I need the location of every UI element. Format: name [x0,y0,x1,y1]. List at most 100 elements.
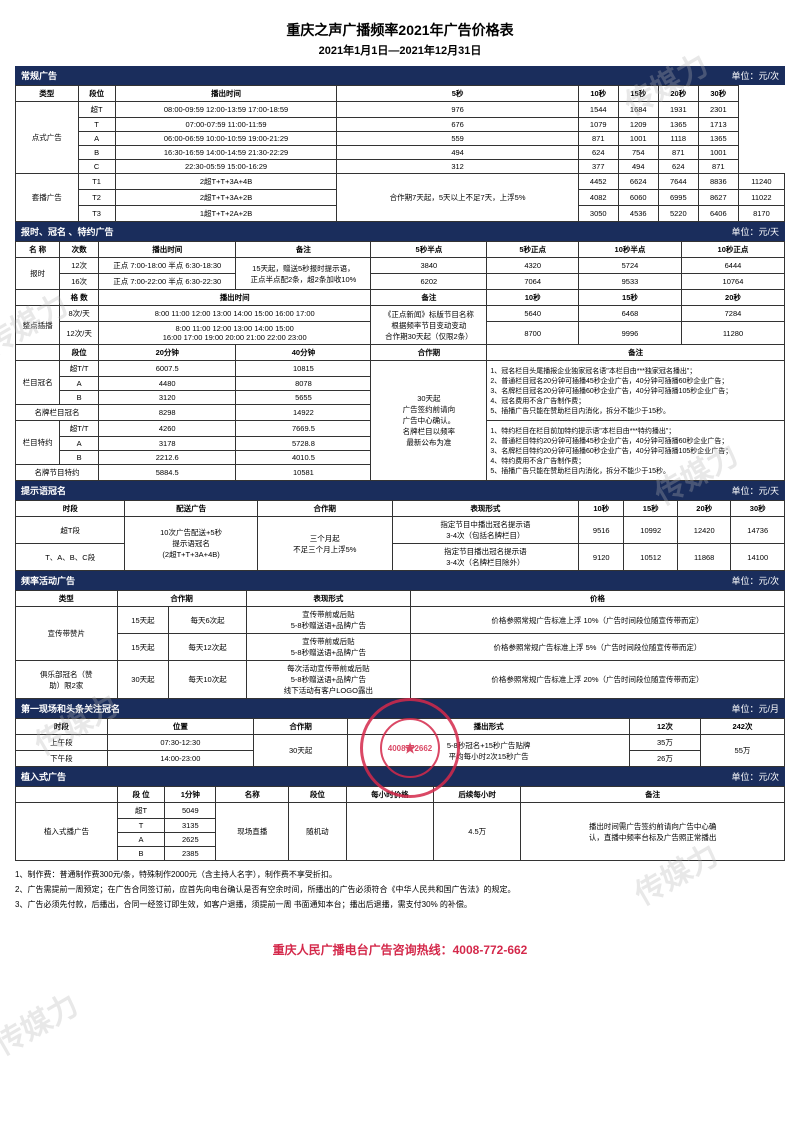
table-cell: 正点 7:00-22:00 半点 6:30-22:30 [99,274,236,290]
table-cell: 8:00 11:00 12:00 13:00 14:00 15:00 16:00… [99,306,371,322]
table-cell: 6060 [618,190,658,206]
table-cell: 11868 [677,544,730,571]
table-cell: 10581 [236,465,371,481]
table-cell: T1 [78,174,115,190]
section-header-freq: 频率活动广告 单位：元/次 [15,571,785,590]
table-cell: A [60,437,99,451]
table-header: 10秒 [487,290,579,306]
table-cell: 上午段 [16,735,108,751]
table-header: 15秒 [618,86,658,102]
table-cell: 宣传带前或后贴5-8秒赠送语+品牌广告 [246,634,410,661]
table-cell: 7644 [658,174,698,190]
table-cell: 宣传带赞片 [16,607,118,661]
table-cell: 26万 [629,751,700,767]
table-cell: 377 [578,160,618,174]
table-cell: 754 [618,146,658,160]
table-cell: 06:00-06:59 10:00-10:59 19:00-21:29 [115,132,337,146]
table-cell: 1365 [698,132,738,146]
table-cell: 5728.8 [236,437,371,451]
table-header: 段位 [78,86,115,102]
table-header: 备注 [236,242,371,258]
table-cell: 超T [78,102,115,118]
table-header: 备注 [521,787,785,803]
table-header: 表现形式 [392,501,578,517]
table-cell: A [78,132,115,146]
table-header: 类型 [16,591,118,607]
table-cell: 价格参照常规广告标准上浮 20%（广告时间段位随宣传带而定） [410,661,784,699]
table-cell: 价格参照常规广告标准上浮 5%（广告时间段位随宣传带而定） [410,634,784,661]
table-header: 20秒 [658,86,698,102]
table-cell: T3 [78,206,115,222]
table-header: 类型 [16,86,79,102]
section-unit: 单位：元/次 [731,770,779,783]
table-cell: C [78,160,115,174]
table-cell: 494 [618,160,658,174]
table-header: 位置 [107,719,253,735]
table-header: 格 数 [60,290,99,306]
table-cell: 6468 [578,306,681,322]
table-cell: T [78,118,115,132]
table-header: 配送广告 [125,501,257,517]
table-cell [346,803,433,861]
table-header: 名称 [216,787,289,803]
table-cell: 07:30-12:30 [107,735,253,751]
table-cell: 随机动 [288,803,346,861]
table-cell: 超T段 [16,517,125,544]
table-header: 时段 [16,501,125,517]
table-cell: 14:00-23:00 [107,751,253,767]
table-header [16,345,60,361]
table-cell: 624 [658,160,698,174]
table-header: 段位 [60,345,99,361]
table-embed-ads: 段 位1分钟名称段位每小时价格后续每小时备注植入式播广告超T5049现场直播随机… [15,786,785,861]
table-cell: 8700 [487,322,579,345]
table-cell: 4260 [99,421,236,437]
table-cell: 7284 [681,306,784,322]
table-cell: 11280 [681,322,784,345]
table-cell: 超T [117,803,164,819]
note-line: 2、广告需提前一周预定；在广告合同签订前，应首先向电台确认是否有空余时间，所播出… [15,884,785,897]
table-header: 20秒 [681,290,784,306]
table-cell: 1713 [698,118,738,132]
table-cell: 3135 [165,819,216,833]
table-cell: 4536 [618,206,658,222]
section-title: 常规广告 [21,69,57,82]
table-cell: 11022 [738,190,784,206]
table-cell: 14736 [731,517,785,544]
table-regular-ads: 类型段位播出时间5秒10秒15秒20秒30秒点式广告超T08:00-09:59 … [15,85,785,222]
table-header: 10秒 [578,86,618,102]
table-header [16,290,60,306]
table-cell: 现场直播 [216,803,289,861]
table-cell: 10815 [236,361,371,377]
table-cell: 报时 [16,258,60,290]
table-header: 价格 [410,591,784,607]
table-cell: T2 [78,190,115,206]
table-cell: 9533 [578,274,681,290]
table-cell: 宣传带前或后贴5-8秒赠送语+品牌广告 [246,607,410,634]
table-cell: 俱乐部冠名（赞助）限2家 [16,661,118,699]
table-cell: 12420 [677,517,730,544]
table-cell: 2212.6 [99,451,236,465]
table-cell: 15天起 [117,607,169,634]
table-header: 次数 [60,242,99,258]
section-unit: 单位：元/次 [731,574,779,587]
table-cell: 5724 [578,258,681,274]
table-cell: 16:30-16:59 14:00-14:59 21:30-22:29 [115,146,337,160]
table-cell: 7669.5 [236,421,371,437]
table-cell: 套播广告 [16,174,79,222]
table-cell: 871 [658,146,698,160]
table-cell: 栏目特约 [16,421,60,465]
table-cell: 点式广告 [16,102,79,174]
table-cell: 每天12次起 [169,634,246,661]
table-cell: 12次 [60,258,99,274]
table-cell: 8836 [698,174,738,190]
section-unit: 单位：元/天 [731,484,779,497]
table-cell: 名牌节目特约 [16,465,99,481]
table-cell: 5655 [236,391,371,405]
table-timing-ads: 名 称次数播出时间备注5秒半点5秒正点10秒半点10秒正点报时12次正点 7:0… [15,241,785,481]
table-cell: 正点 7:00-18:00 半点 6:30-18:30 [99,258,236,274]
table-cell: 2超T+T+3A+4B [115,174,337,190]
table-cell: 5049 [165,803,216,819]
table-cell: 4.5万 [434,803,521,861]
table-cell: 3178 [99,437,236,451]
table-header: 备注 [487,345,785,361]
